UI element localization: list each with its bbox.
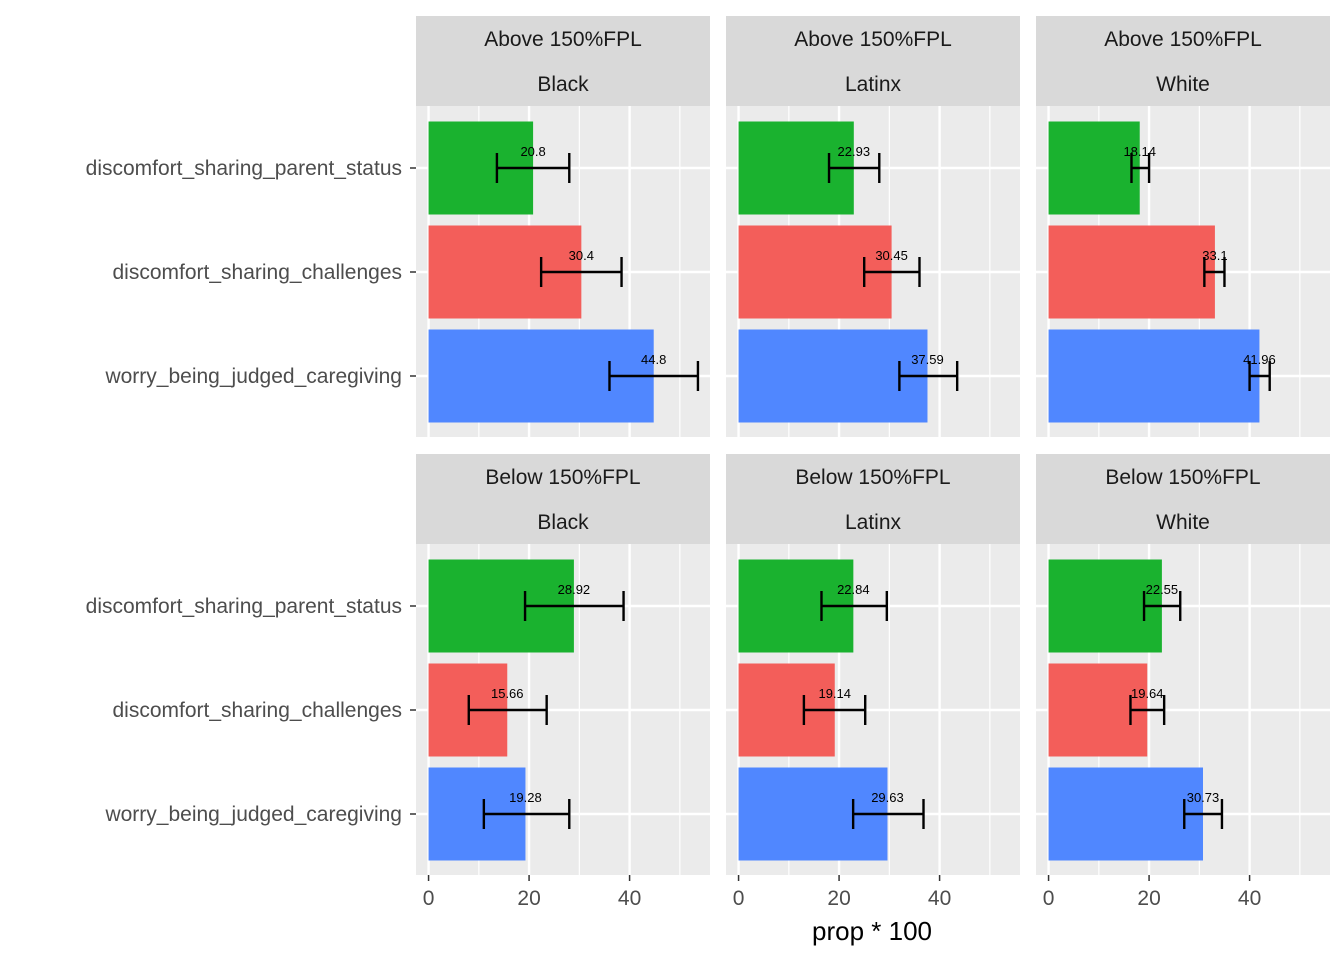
facet-panel: Above 150%FPL White 18.14 33.1 41.96	[1036, 16, 1330, 437]
y-tick-label: discomfort_sharing_parent_status	[86, 595, 402, 618]
y-tick-label: discomfort_sharing_challenges	[113, 699, 403, 722]
bar	[1048, 225, 1215, 319]
facet-strip-bottom	[1036, 499, 1330, 544]
facet-strip-bottom	[416, 61, 710, 106]
facet-strip-label: Below 150%FPL	[1105, 466, 1260, 489]
y-tick-label: worry_being_judged_caregiving	[104, 365, 402, 388]
y-tick-label: worry_being_judged_caregiving	[104, 803, 402, 826]
data-label: 15.66	[491, 686, 524, 701]
data-label: 19.28	[509, 790, 542, 805]
data-label: 18.14	[1123, 144, 1156, 159]
facet-strip-bottom	[726, 499, 1020, 544]
facet-strip-top	[1036, 454, 1330, 499]
data-label: 22.55	[1146, 582, 1179, 597]
x-tick-label: 20	[1137, 887, 1160, 910]
bar	[1048, 121, 1140, 215]
bar	[1048, 329, 1260, 423]
data-label: 30.73	[1187, 790, 1220, 805]
facet-panel: Below 150%FPL Latinx 22.84 19.14 29.63 0 20 40	[726, 454, 1020, 910]
x-tick-label: 40	[1238, 887, 1261, 910]
x-tick-label: 40	[928, 887, 951, 910]
facet-panel: Above 150%FPL Black 20.8 30.4 44.8 discomfort…	[86, 16, 710, 437]
facet-strip-top	[416, 16, 710, 61]
facet-panel: Below 150%FPL Black 28.92 15.66 19.28 discomf…	[86, 454, 710, 910]
facet-strip-label: Above 150%FPL	[794, 28, 952, 51]
y-tick-label: discomfort_sharing_challenges	[113, 261, 403, 284]
facet-strip-top	[726, 454, 1020, 499]
data-label: 28.92	[558, 582, 591, 597]
data-label: 20.8	[520, 144, 545, 159]
bar	[738, 329, 928, 423]
y-tick-label: discomfort_sharing_parent_status	[86, 157, 402, 180]
data-label: 22.84	[837, 582, 870, 597]
facet-strip-label: Black	[537, 73, 589, 96]
facet-strip-label: Above 150%FPL	[484, 28, 642, 51]
data-label: 41.96	[1243, 352, 1276, 367]
facet-strip-label: Below 150%FPL	[485, 466, 640, 489]
facet-strip-top	[1036, 16, 1330, 61]
facet-strip-bottom	[416, 499, 710, 544]
data-label: 30.45	[875, 248, 908, 263]
data-label: 33.1	[1202, 248, 1227, 263]
data-label: 29.63	[871, 790, 904, 805]
facet-strip-label: Below 150%FPL	[795, 466, 950, 489]
data-label: 30.4	[569, 248, 594, 263]
x-tick-label: 20	[517, 887, 540, 910]
data-label: 44.8	[641, 352, 666, 367]
facet-strip-bottom	[726, 61, 1020, 106]
facet-panel: Above 150%FPL Latinx 22.93 30.45 37.59	[726, 16, 1020, 437]
data-label: 19.14	[818, 686, 851, 701]
facet-strip-top	[726, 16, 1020, 61]
data-label: 19.64	[1131, 686, 1164, 701]
data-label: 22.93	[838, 144, 871, 159]
facet-panel: Below 150%FPL White 22.55 19.64 30.73 0 20 40	[1036, 454, 1330, 910]
facet-strip-label: White	[1156, 511, 1210, 534]
x-tick-label: 20	[827, 887, 850, 910]
x-axis-title: prop * 100	[812, 916, 932, 946]
facet-strip-bottom	[1036, 61, 1330, 106]
facet-strip-label: Latinx	[845, 511, 902, 534]
data-label: 37.59	[911, 352, 944, 367]
x-tick-label: 40	[618, 887, 641, 910]
facet-strip-label: Latinx	[845, 73, 902, 96]
x-tick-label: 0	[423, 887, 435, 910]
x-tick-label: 0	[733, 887, 745, 910]
facet-strip-top	[416, 454, 710, 499]
x-tick-label: 0	[1043, 887, 1055, 910]
facet-strip-label: Above 150%FPL	[1104, 28, 1262, 51]
facet-strip-label: Black	[537, 511, 589, 534]
bar	[1048, 767, 1204, 861]
facet-strip-label: White	[1156, 73, 1210, 96]
